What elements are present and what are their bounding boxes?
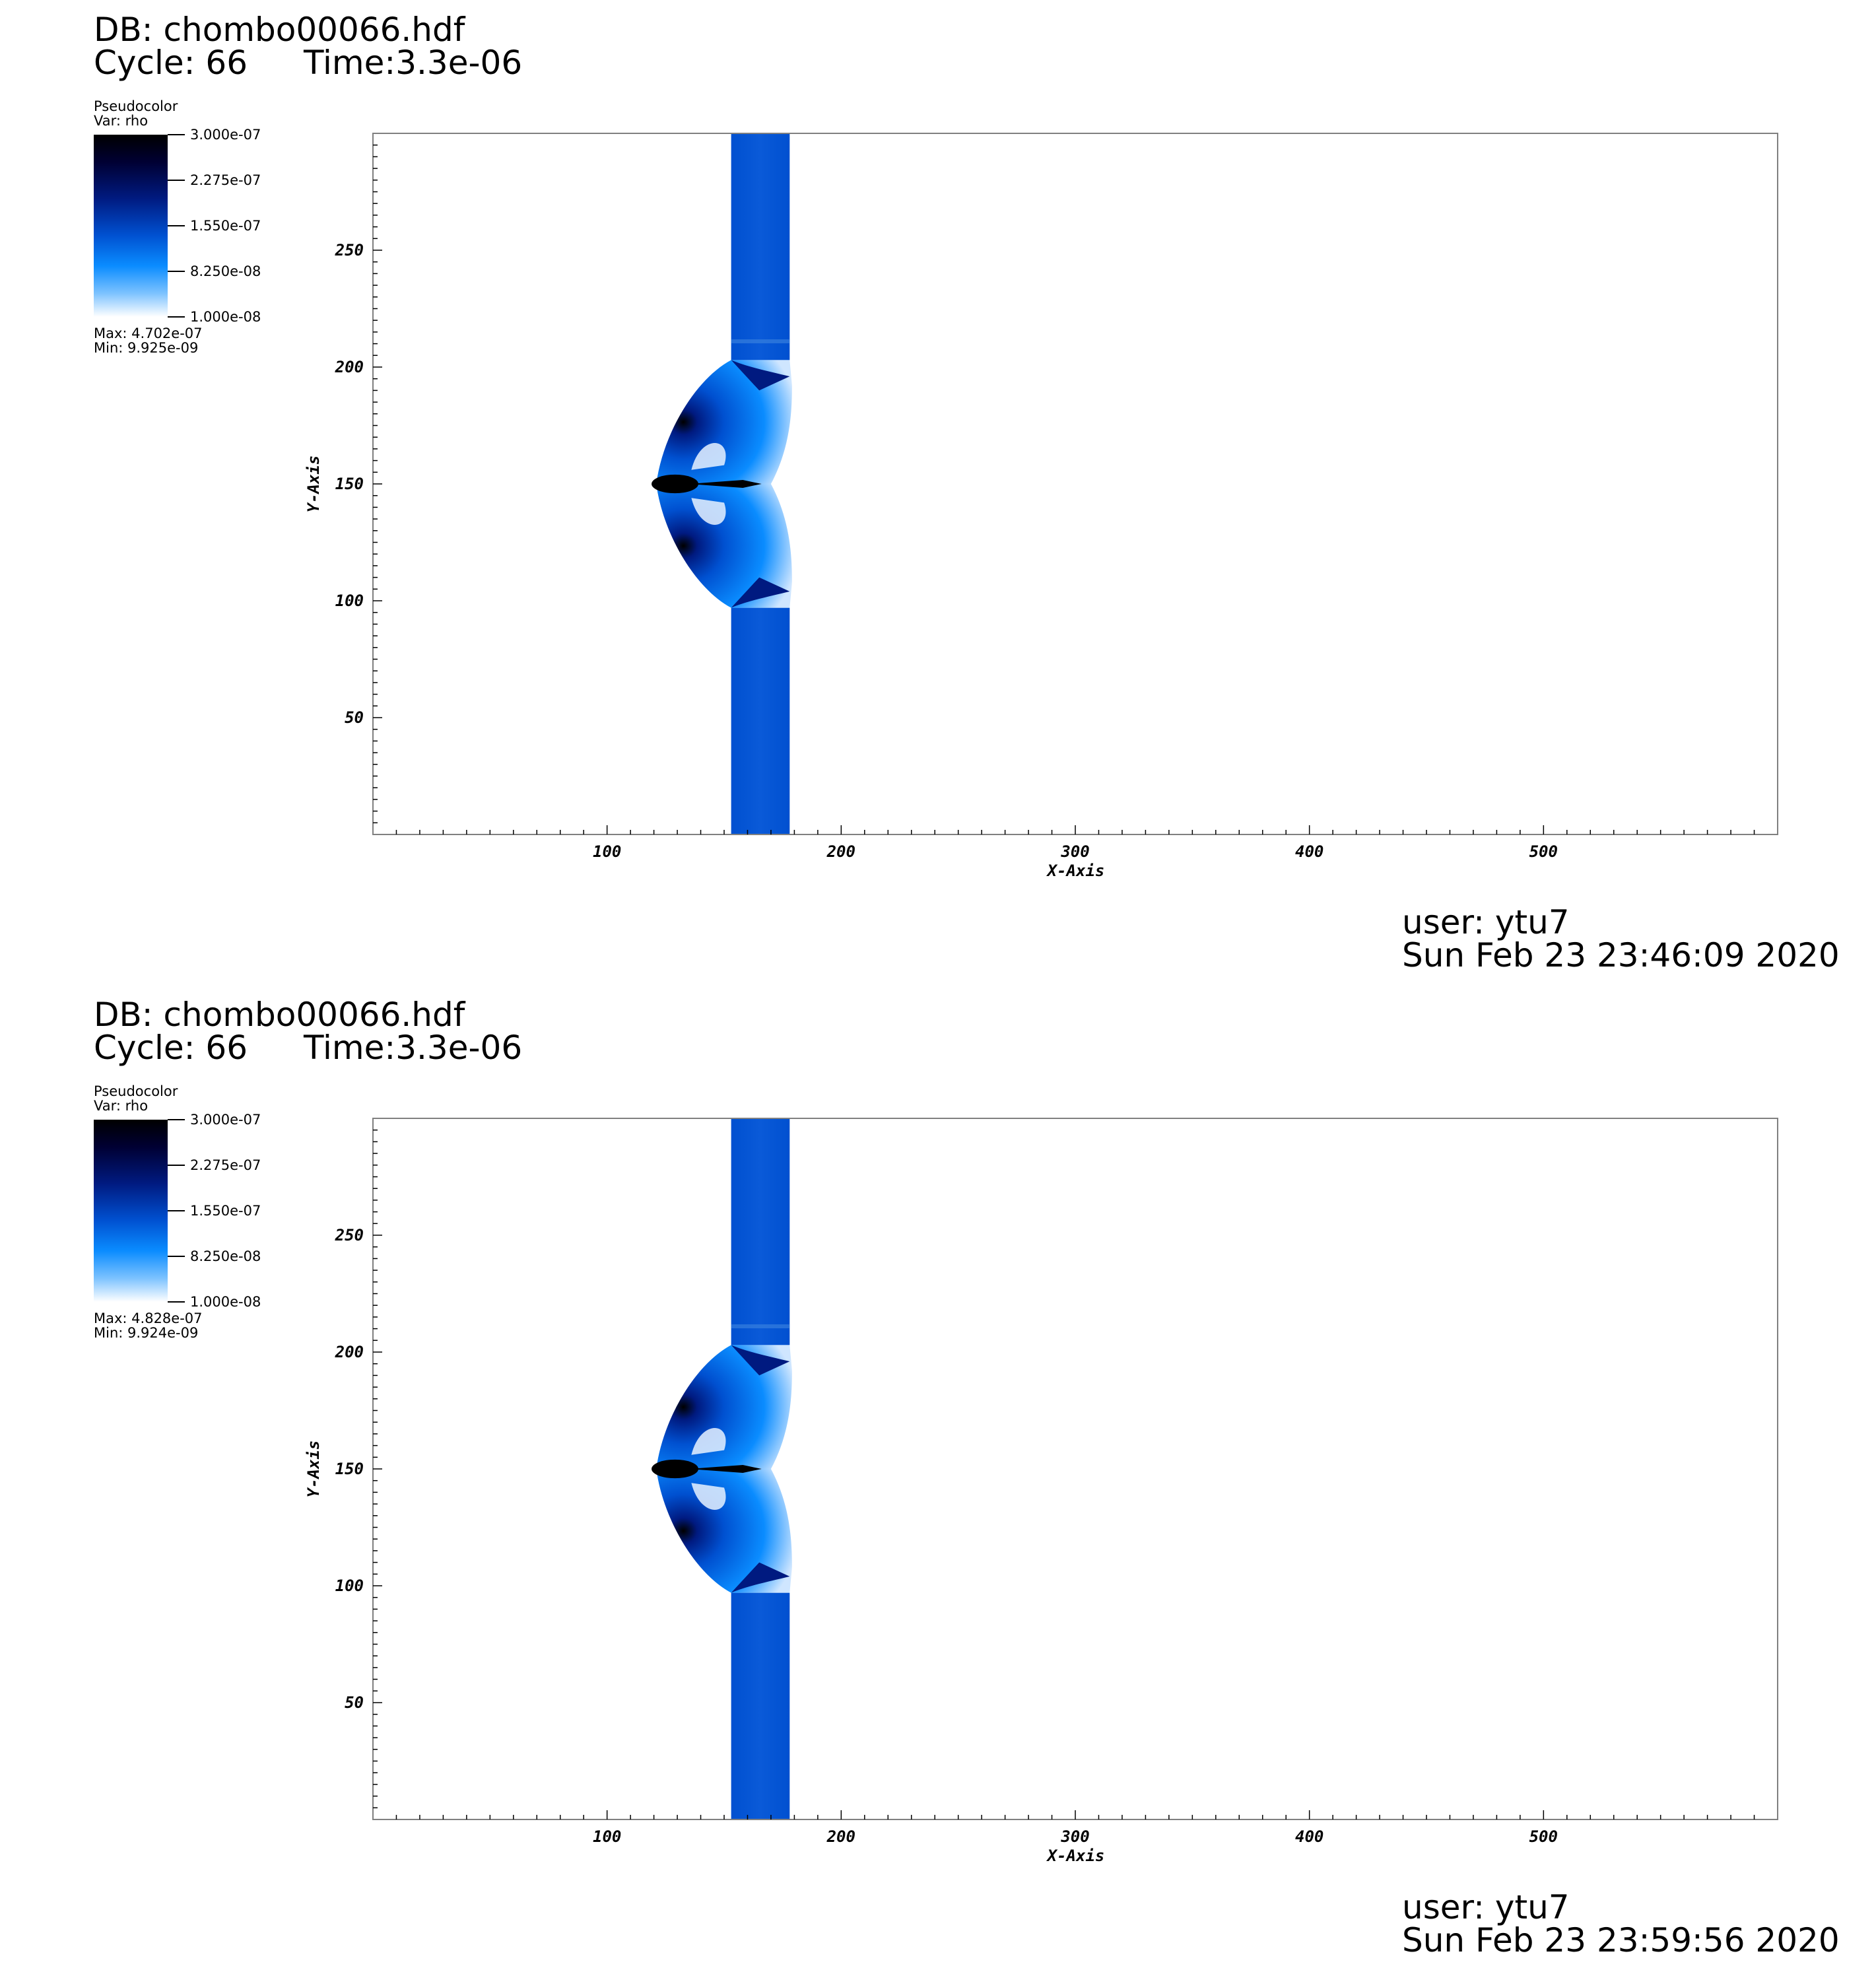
plot-frame [372, 1118, 1778, 1820]
db-title: DB: chombo00066.hdf [94, 996, 465, 1034]
x-tick-label: 400 [1295, 842, 1323, 861]
y-tick-label: 100 [335, 1577, 364, 1595]
colorbar-tick-label: 3.000e-07 [190, 1112, 261, 1128]
legend-variable: Var: rho [94, 1098, 149, 1114]
dense-core [652, 1459, 698, 1479]
shock-knot-upper [731, 360, 790, 391]
data-layer [652, 1118, 792, 1819]
cycle-label: Cycle: 66 [94, 44, 248, 82]
plot-svg: 100 200 300 400 500 50 100 150 200 250 X-Axis Y-A… [304, 133, 1778, 880]
colorbar-tick-label: 2.275e-07 [190, 1157, 261, 1173]
core-filament [688, 1465, 762, 1473]
bow-shock-lower [656, 484, 792, 608]
bow-shock-upper [656, 1345, 792, 1469]
density-column-lower [731, 1592, 790, 1819]
density-column-upper [731, 1118, 790, 1345]
core-filament [688, 480, 762, 488]
colorbar-tick-label: 1.550e-07 [190, 218, 261, 234]
data-layer [652, 133, 792, 834]
colorbar-tick [168, 1301, 185, 1303]
user-label: user: ytu7 [1402, 903, 1570, 941]
legend-plot-type: Pseudocolor [94, 98, 178, 114]
colorbar-tick-label: 1.550e-07 [190, 1203, 261, 1219]
shock-knot-upper [731, 1345, 790, 1376]
colorbar [94, 135, 168, 317]
bow-shock-upper [656, 360, 792, 484]
y-tick-label: 50 [345, 1693, 364, 1712]
date-label: Sun Feb 23 23:59:56 2020 [1402, 1921, 1840, 1959]
inner-cavity-lower [691, 498, 726, 525]
cycle-label: Cycle: 66 [94, 1029, 248, 1067]
cycle-line: Cycle: 66 Time:3.3e-06 [94, 44, 522, 82]
plot-panel-1: DB: chombo00066.hdf Cycle: 66 Time:3.3e-… [94, 11, 1840, 974]
y-tick-label: 200 [335, 358, 364, 376]
x-tick-label: 500 [1529, 842, 1558, 861]
y-axis-title: Y-Axis [304, 456, 323, 513]
colorbar-tick [168, 1119, 185, 1120]
legend-plot-type: Pseudocolor [94, 1083, 178, 1099]
y-tick-label: 250 [335, 1226, 364, 1244]
x-tick-label: 300 [1060, 842, 1089, 861]
y-axis-title: Y-Axis [304, 1441, 323, 1498]
colorbar-tick-label: 2.275e-07 [190, 172, 261, 188]
density-column-upper [731, 133, 790, 360]
dense-core [652, 474, 698, 494]
x-axis-title: X-Axis [1046, 1847, 1105, 1865]
legend-max: Max: 4.828e-07 [94, 1310, 203, 1326]
colorbar-tick [168, 1256, 185, 1257]
plot-svg: 100 200 300 400 500 50 100 150 200 250 X-Axis Y-A… [304, 1118, 1778, 1865]
density-column-lower [731, 607, 790, 834]
x-tick-label: 100 [593, 1827, 621, 1846]
cycle-line: Cycle: 66 Time:3.3e-06 [94, 1029, 522, 1067]
y-tick-label: 250 [335, 241, 364, 259]
legend-variable: Var: rho [94, 113, 149, 129]
x-tick-label: 400 [1295, 1827, 1323, 1846]
colorbar-tick [168, 316, 185, 318]
colorbar-tick [168, 180, 185, 181]
colorbar-tick-label: 8.250e-08 [190, 1248, 261, 1264]
y-tick-label: 200 [335, 1343, 364, 1361]
colorbar-tick-label: 8.250e-08 [190, 263, 261, 279]
colorbar-tick [168, 271, 185, 272]
axis-layer: 100 200 300 400 500 50 100 150 200 250 [335, 1129, 1755, 1846]
y-tick-label: 50 [345, 708, 364, 727]
plot-frame [372, 133, 1778, 835]
axis-layer: 100 200 300 400 500 50 100 150 200 250 [335, 144, 1755, 861]
legend-min: Min: 9.925e-09 [94, 340, 199, 356]
y-tick-label: 150 [335, 1460, 364, 1478]
time-label: Time:3.3e-06 [304, 44, 523, 82]
inner-cavity-upper [691, 1428, 726, 1455]
x-tick-label: 200 [826, 842, 855, 861]
y-tick-label: 100 [335, 592, 364, 610]
db-title: DB: chombo00066.hdf [94, 11, 465, 49]
x-tick-label: 300 [1060, 1827, 1089, 1846]
colorbar-tick [168, 1210, 185, 1211]
x-tick-label: 100 [593, 842, 621, 861]
date-label: Sun Feb 23 23:46:09 2020 [1402, 936, 1840, 974]
shock-knot-lower [731, 1562, 790, 1593]
x-tick-label: 500 [1529, 1827, 1558, 1846]
colorbar-tick [168, 134, 185, 135]
x-tick-label: 200 [826, 1827, 855, 1846]
inner-cavity-lower [691, 1483, 726, 1510]
x-axis-title: X-Axis [1046, 862, 1105, 880]
colorbar-tick-label: 3.000e-07 [190, 127, 261, 143]
legend-min: Min: 9.924e-09 [94, 1325, 199, 1341]
time-label: Time:3.3e-06 [304, 1029, 523, 1067]
inner-cavity-upper [691, 443, 726, 470]
colorbar-tick-label: 1.000e-08 [190, 309, 261, 325]
colorbar [94, 1120, 168, 1302]
colorbar-tick [168, 225, 185, 226]
y-tick-label: 150 [335, 475, 364, 493]
colorbar-tick [168, 1165, 185, 1166]
plot-panel-2: DB: chombo00066.hdf Cycle: 66 Time:3.3e-… [0, 985, 1876, 1970]
colorbar-tick-label: 1.000e-08 [190, 1294, 261, 1310]
user-label: user: ytu7 [1402, 1888, 1570, 1926]
bow-shock-lower [656, 1469, 792, 1593]
shock-knot-lower [731, 577, 790, 608]
legend-max: Max: 4.702e-07 [94, 325, 203, 341]
